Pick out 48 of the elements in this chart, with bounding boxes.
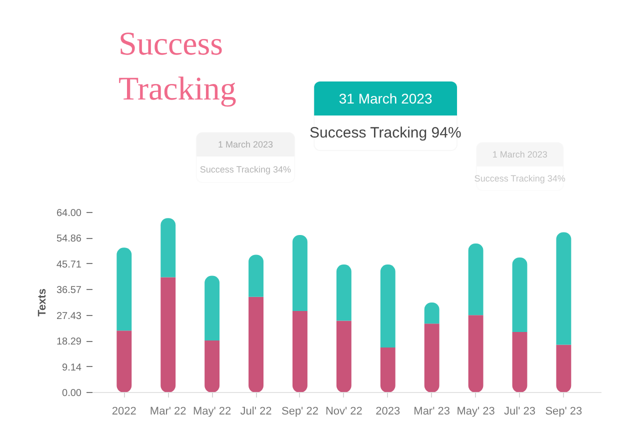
text: Success Tracking 94%	[310, 124, 462, 142]
y-tick-label: 64.00	[56, 208, 82, 219]
bar	[204, 276, 220, 340]
bar	[160, 218, 176, 278]
x-tick-label: Sep' 22	[281, 406, 318, 418]
bar	[336, 320, 352, 392]
y-tick-label: 18.29	[56, 336, 82, 348]
text: Success Tracking 34%	[474, 174, 566, 184]
y-tick-label: 0.00	[62, 388, 82, 399]
y-tick-label: 9.14	[62, 362, 82, 374]
text: Success Tracking 34%	[200, 164, 291, 174]
x-tick-label: Jul' 22	[240, 406, 272, 418]
x-tick-label: Jul' 23	[504, 406, 536, 418]
bar	[556, 344, 572, 392]
bar	[248, 296, 264, 392]
bar	[336, 264, 352, 321]
x-tick-label: May' 22	[192, 406, 232, 418]
y-tick-label: 45.71	[56, 259, 82, 270]
bar	[160, 277, 176, 392]
x-tick-label: Sep' 23	[545, 406, 582, 418]
x-tick-label: Mar' 23	[414, 406, 450, 418]
bar	[512, 258, 528, 332]
bar	[248, 254, 264, 297]
x-tick-label: 2022	[112, 406, 136, 418]
x-tick-label: Mar' 22	[150, 406, 186, 418]
bar	[380, 264, 396, 348]
bar	[380, 348, 396, 392]
bar	[556, 232, 572, 345]
bar	[468, 315, 484, 392]
bar	[116, 330, 132, 392]
x-tick-label: May' 23	[456, 406, 495, 418]
bar	[468, 243, 484, 316]
bar	[204, 340, 220, 392]
text: 1 March 2023	[492, 150, 548, 160]
text: 1 March 2023	[218, 140, 274, 150]
y-axis-title: Texts	[36, 288, 48, 316]
y-tick-label: 54.86	[56, 234, 82, 245]
x-tick-label: Nov' 22	[325, 406, 362, 418]
bar	[512, 332, 528, 392]
bar	[424, 324, 440, 392]
bar	[292, 310, 308, 392]
chart-title: Success Tracking	[118, 26, 236, 108]
bar	[292, 235, 308, 311]
text: 31 March 2023	[338, 90, 432, 106]
y-tick-label: 36.57	[56, 285, 82, 296]
y-tick-label: 27.43	[56, 310, 82, 322]
bar	[116, 248, 132, 331]
x-tick-label: 2023	[376, 406, 400, 418]
